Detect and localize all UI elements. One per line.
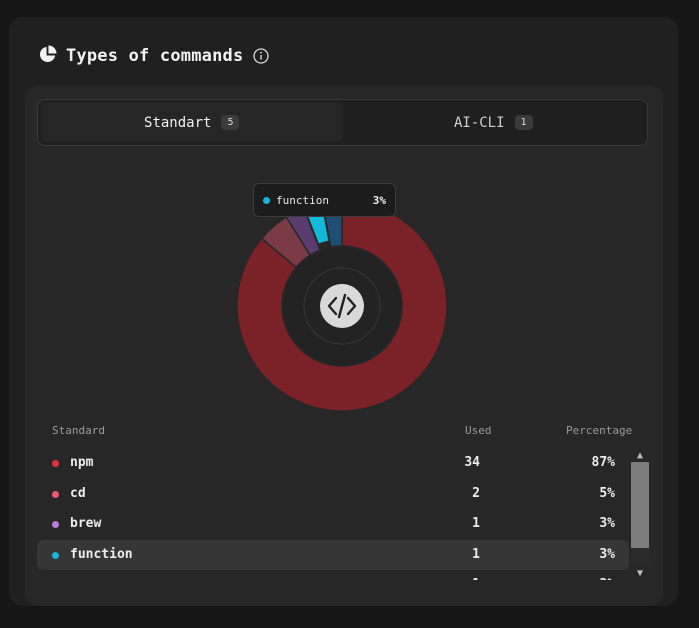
- tooltip-label: function: [276, 193, 329, 207]
- tab-ai-cli[interactable]: AI-CLI 1: [343, 103, 645, 142]
- row-percentage: 3%: [599, 516, 615, 531]
- row-percentage: 3%: [599, 577, 615, 580]
- table-row[interactable]: brew 1 3%: [37, 509, 629, 540]
- row-used: 1: [472, 516, 480, 531]
- row-color-dot: [52, 460, 59, 467]
- column-header-standard[interactable]: Standard: [52, 424, 105, 437]
- card-header: Types of commands: [38, 44, 270, 68]
- row-color-dot: [52, 521, 59, 528]
- row-name: npm: [70, 455, 94, 470]
- chart-panel: Standart 5 AI-CLI 1 function 3% Standard…: [25, 86, 663, 606]
- row-percentage: 5%: [599, 485, 615, 501]
- tooltip-value: 3%: [372, 193, 386, 207]
- column-header-used[interactable]: Used: [465, 424, 492, 437]
- tab-count-badge: 1: [514, 115, 533, 130]
- scroll-up-icon[interactable]: ▲: [636, 449, 644, 461]
- code-icon: [320, 284, 364, 328]
- row-color-dot: [52, 551, 59, 559]
- row-used: 1: [472, 577, 480, 580]
- tab-label: AI-CLI: [453, 114, 505, 131]
- tab-label: Standart: [144, 114, 212, 131]
- scroll-thumb[interactable]: [631, 462, 649, 548]
- row-name: brew: [70, 516, 102, 531]
- table-scrollbar[interactable]: ▲ ▼: [631, 448, 649, 582]
- donut-chart: [236, 196, 448, 412]
- table-row[interactable]: function 1 3%: [37, 539, 629, 570]
- row-used: 2: [472, 485, 480, 501]
- tooltip-color-dot: [263, 196, 270, 204]
- row-percentage: 87%: [591, 455, 615, 470]
- commands-card: Types of commands Standart 5 AI-CLI 1: [9, 17, 678, 606]
- commands-table: npm 34 87% cd 2 5% brew 1 3% function 1 3% cp 1 3%: [37, 448, 629, 580]
- scroll-down-icon[interactable]: ▼: [636, 567, 644, 579]
- donut-slice-npm[interactable]: [236, 200, 448, 412]
- tab-count-badge: 5: [221, 115, 240, 130]
- column-header-percentage[interactable]: Percentage: [566, 424, 633, 437]
- table-header: Standard Used Percentage: [25, 424, 663, 440]
- table-row[interactable]: cd 2 5%: [37, 479, 629, 510]
- pie-chart-icon: [38, 44, 57, 68]
- row-name: cd: [70, 485, 86, 501]
- donut-center-ring: [303, 267, 381, 345]
- row-used: 34: [464, 455, 480, 470]
- row-name: function: [70, 546, 133, 562]
- chart-tooltip: function 3%: [253, 183, 396, 217]
- row-percentage: 3%: [599, 546, 615, 562]
- row-name: cp: [70, 577, 86, 580]
- info-icon[interactable]: [253, 48, 270, 64]
- row-color-dot: [52, 490, 59, 498]
- table-row[interactable]: cp 1 3%: [37, 570, 629, 580]
- table-row[interactable]: npm 34 87%: [37, 448, 629, 479]
- tab-bar: Standart 5 AI-CLI 1: [37, 99, 648, 146]
- card-title: Types of commands: [66, 46, 244, 66]
- tab-standart[interactable]: Standart 5: [41, 103, 343, 142]
- row-used: 1: [472, 546, 480, 562]
